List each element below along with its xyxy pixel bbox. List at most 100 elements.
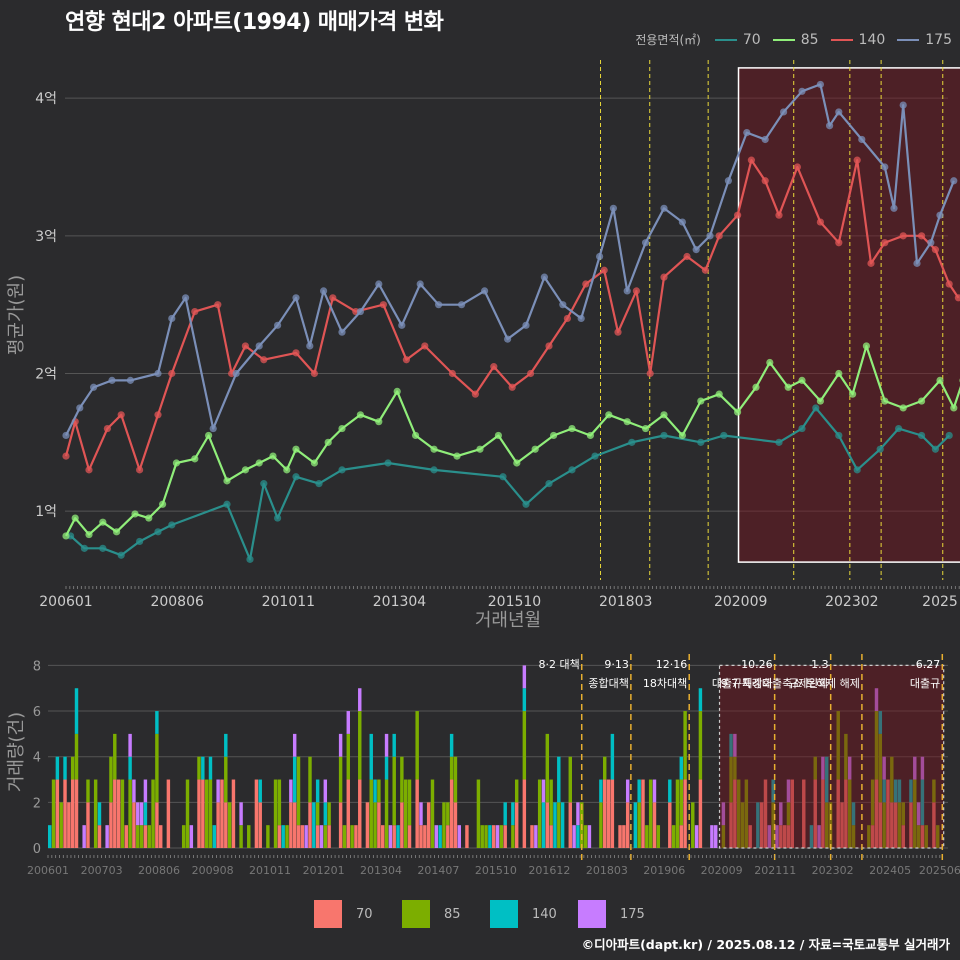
volume-bar-70 [625,802,630,848]
volume-bar-85 [847,779,852,848]
volume-bar-85 [442,802,446,848]
data-point-175 [522,321,530,329]
data-point-140 [701,266,710,274]
data-point-140 [310,369,318,378]
volume-bar-175 [534,825,538,848]
volume-bar-70 [197,779,201,848]
volume-bar-175 [323,779,328,803]
data-point-70 [117,551,125,559]
price-chart: 1억 2억 3억 4억 200601 200806 201011 201304 201510 20… [6,60,960,631]
volume-bar-85 [400,756,404,803]
volume-bar-70 [840,802,844,848]
x-tick-label: 202302 [825,594,878,610]
x-axis-title: 거래년월 [475,610,541,631]
volume-bar-140 [851,802,856,826]
data-point-175 [435,301,443,309]
volume-bar-175 [767,825,772,848]
volume-bar-175 [419,802,423,826]
volume-bar-140 [637,779,641,803]
volume-bar-70 [254,779,259,848]
volume-bar-70 [327,825,331,848]
data-point-85 [324,438,332,446]
volume-bar-85 [285,825,289,848]
data-point-175 [504,335,512,343]
data-point-85 [191,455,199,463]
data-point-85 [62,532,70,540]
x-tick-label: 202009 [701,864,743,877]
data-point-85 [734,408,742,416]
volume-bar-140 [610,733,615,780]
x-tick-label: 201407 [417,864,459,877]
data-point-175 [899,101,907,109]
volume-bar-140 [449,733,454,757]
volume-bar-85 [648,779,653,848]
volume-bar-85 [867,825,871,848]
data-point-175 [609,204,618,212]
data-point-85 [71,514,79,522]
legend-label: 175 [925,31,952,48]
event-label-detail: 9.7 특례대출축소 토허제 해제 [721,676,860,690]
volume-bar-85 [277,779,282,826]
data-point-85 [513,459,521,467]
volume-bar-140 [633,802,638,848]
volume-bar-85 [155,733,159,803]
data-point-85 [453,452,461,460]
data-point-140 [954,294,960,302]
data-point-140 [614,328,622,336]
volume-bar-70 [220,779,224,848]
data-point-85 [835,369,843,378]
volume-bar-70 [683,779,687,848]
volume-bar-85 [358,711,362,780]
volume-bar-85 [786,802,791,826]
data-point-70 [430,466,438,474]
highlight-region [718,664,945,849]
data-point-175 [108,376,116,384]
volume-bar-70 [449,779,454,848]
legend-item-175: 175 [897,32,952,48]
volume-bar-70 [622,825,626,848]
data-point-85 [131,510,139,518]
data-point-70 [384,459,392,467]
data-point-140 [899,232,907,240]
volume-bar-85 [185,779,190,848]
data-point-70 [931,445,940,453]
volume-bar-85 [936,825,940,848]
data-point-140 [582,280,590,288]
data-point-70 [798,424,806,433]
data-point-140 [379,301,387,309]
volume-bar-70 [530,825,534,848]
volume-bar-70 [698,779,703,848]
volume-bar-70 [568,802,572,848]
volume-bar-85 [86,779,90,803]
volume-bar-70 [874,779,879,848]
legend-swatch [714,38,737,41]
volume-bar-70 [641,779,645,848]
volume-bar-85 [373,802,377,848]
data-point-175 [816,80,825,89]
data-point-85 [393,387,401,396]
volume-bar-70 [514,802,519,848]
volume-bar-140 [825,756,829,803]
data-point-175 [481,287,489,295]
volume-bar-175 [304,825,308,848]
volume-bar-70 [159,825,163,848]
volume-bar-70 [296,825,301,848]
data-point-70 [168,521,176,529]
data-point-70 [720,431,728,440]
x-tick-label: 202506 [919,864,960,877]
data-point-175 [338,328,346,336]
volume-bar-70 [143,825,148,848]
data-point-175 [950,177,958,185]
volume-bar-85 [476,779,481,848]
volume-bar-85 [583,825,588,848]
volume-bar-140 [323,802,328,826]
data-point-175 [692,246,700,254]
volume-bar-70 [465,825,469,848]
y-tick-label: 8 [33,659,41,674]
legend-swatch [490,900,518,928]
x-tick-label: 202111 [754,864,796,877]
volume-bar-175 [216,779,220,803]
series-line-175 [65,83,955,436]
volume-bar-85 [449,756,454,780]
data-point-85 [849,390,857,398]
